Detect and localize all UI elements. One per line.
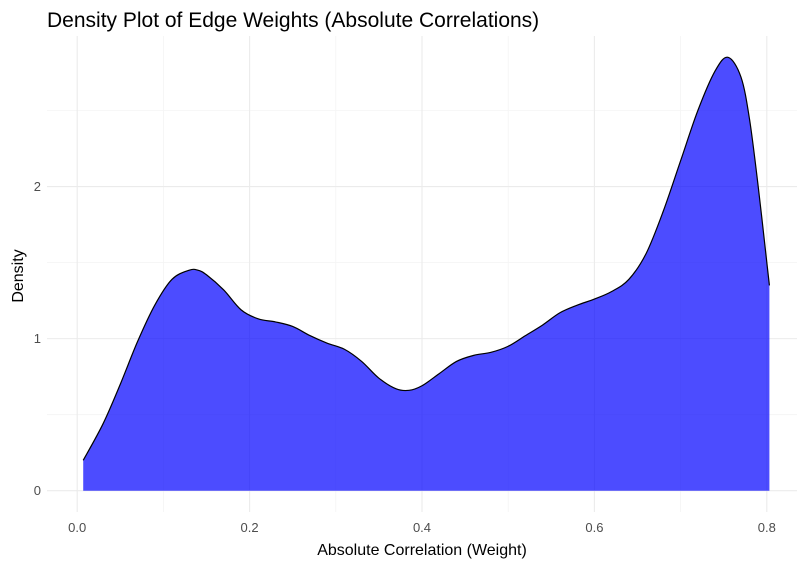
x-axis-ticks: 0.0 0.2 0.4 0.6 0.8 [68, 520, 776, 535]
x-tick-label: 0.8 [758, 520, 776, 535]
y-axis-ticks: 0 1 2 [34, 179, 41, 498]
density-area-fill [83, 57, 770, 491]
y-axis-label: Density [10, 249, 27, 302]
x-tick-label: 0.4 [413, 520, 431, 535]
x-tick-label: 0.0 [68, 520, 86, 535]
x-tick-label: 0.6 [585, 520, 603, 535]
x-tick-label: 0.2 [241, 520, 259, 535]
y-tick-label: 1 [34, 331, 41, 346]
density-area-layer [82, 56, 771, 491]
y-tick-label: 2 [34, 179, 41, 194]
y-tick-label: 0 [34, 483, 41, 498]
x-axis-label: Absolute Correlation (Weight) [317, 542, 527, 559]
chart-title: Density Plot of Edge Weights (Absolute C… [47, 9, 539, 32]
density-curve-outline [82, 56, 771, 461]
